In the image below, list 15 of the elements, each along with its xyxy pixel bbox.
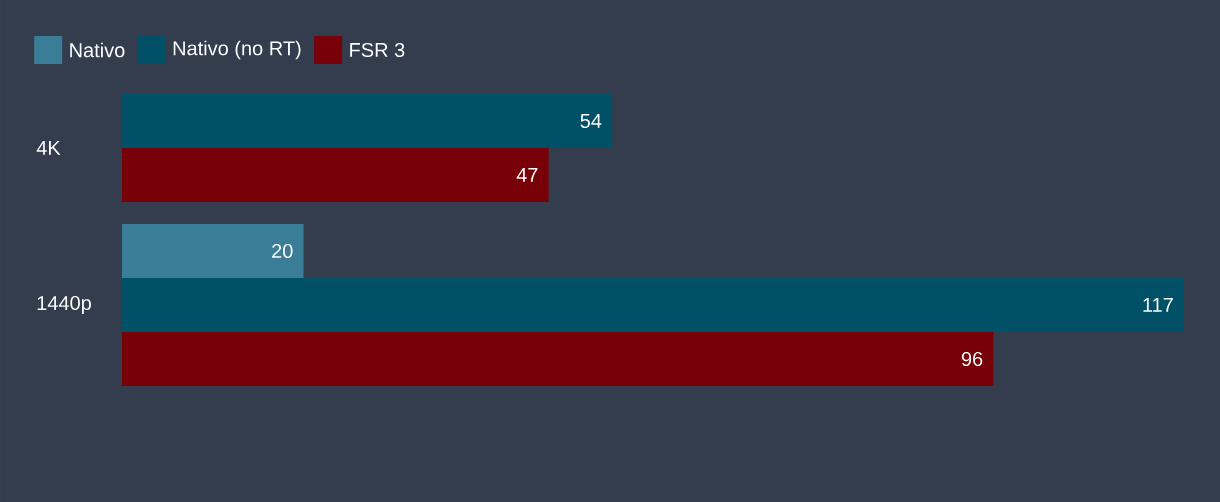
- y-tick-label: 1440p: [37, 295, 91, 315]
- bar: [122, 223, 304, 278]
- bar: [122, 147, 549, 202]
- legend-label: FSR 3: [350, 42, 405, 58]
- bar: [122, 93, 613, 148]
- bar: [122, 277, 1184, 332]
- data-label: 54: [580, 114, 602, 128]
- y-tick-label: 4K: [36, 141, 61, 155]
- data-label: 47: [516, 168, 538, 182]
- data-label: 117: [1143, 298, 1173, 312]
- legend-label: Nativo (no RT): [173, 40, 301, 60]
- data-label: 20: [272, 243, 293, 259]
- data-label: 96: [961, 351, 983, 367]
- legend-label: Nativo: [70, 42, 125, 58]
- bar: [122, 331, 994, 386]
